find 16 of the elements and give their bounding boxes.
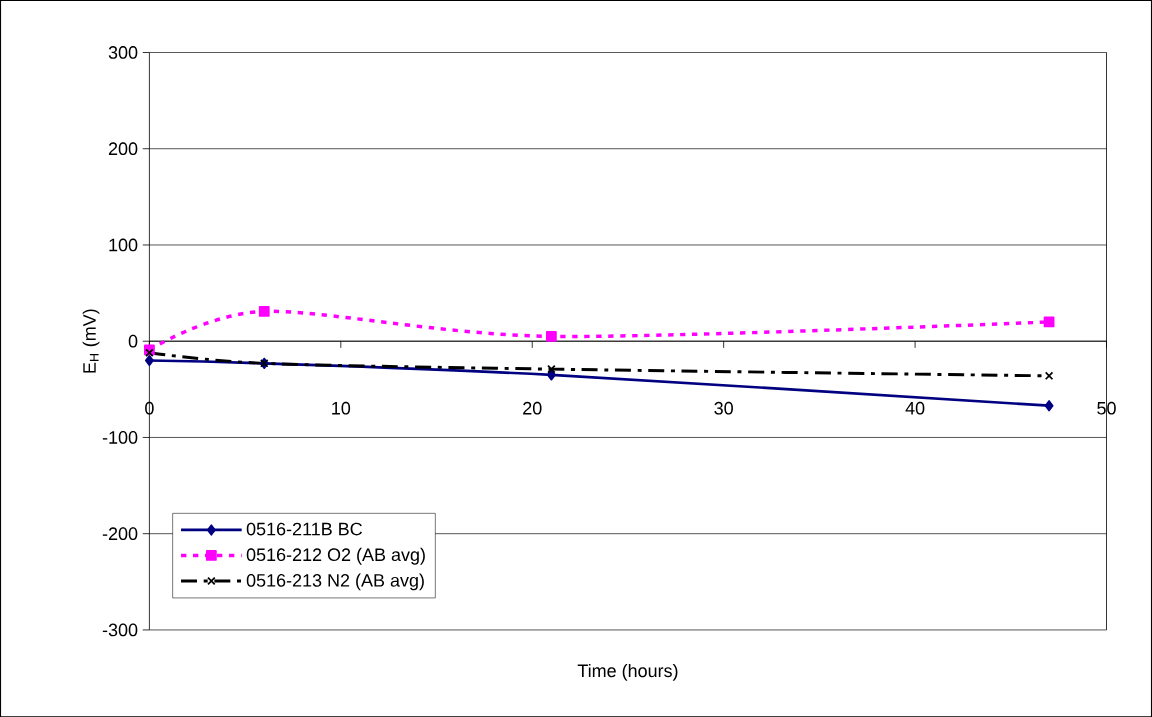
y-tick-label: 100 [109, 238, 138, 252]
legend-label: 0516-211B BC [246, 522, 362, 536]
legend-label: 0516-213 N2 (AB avg) [246, 573, 424, 591]
y-tick-label: -200 [102, 527, 138, 540]
x-tick-label: 20 [523, 401, 542, 415]
y-tick-label: 300 [108, 45, 138, 59]
y-tick-label: -100 [102, 430, 138, 444]
x-tick-label: 10 [332, 401, 351, 415]
x-tick-label: 40 [905, 401, 925, 415]
y-tick-label: 200 [108, 142, 138, 155]
y-tick-label: -300 [102, 623, 138, 637]
legend-label: 0516-212 O2 (AB avg) [246, 547, 425, 565]
x-axis-title: Time (hours) [577, 663, 678, 681]
x-tick-label: 30 [714, 401, 733, 415]
y-axis-title: E$_{H}$ (mV) [82, 309, 100, 373]
y-tick-label: 0 [128, 334, 138, 348]
